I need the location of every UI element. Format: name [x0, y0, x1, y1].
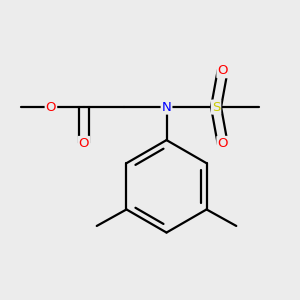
Text: S: S	[212, 100, 220, 114]
Text: O: O	[218, 64, 228, 77]
Text: O: O	[218, 137, 228, 150]
Text: O: O	[79, 137, 89, 150]
Text: O: O	[46, 100, 56, 114]
Text: N: N	[162, 100, 171, 114]
